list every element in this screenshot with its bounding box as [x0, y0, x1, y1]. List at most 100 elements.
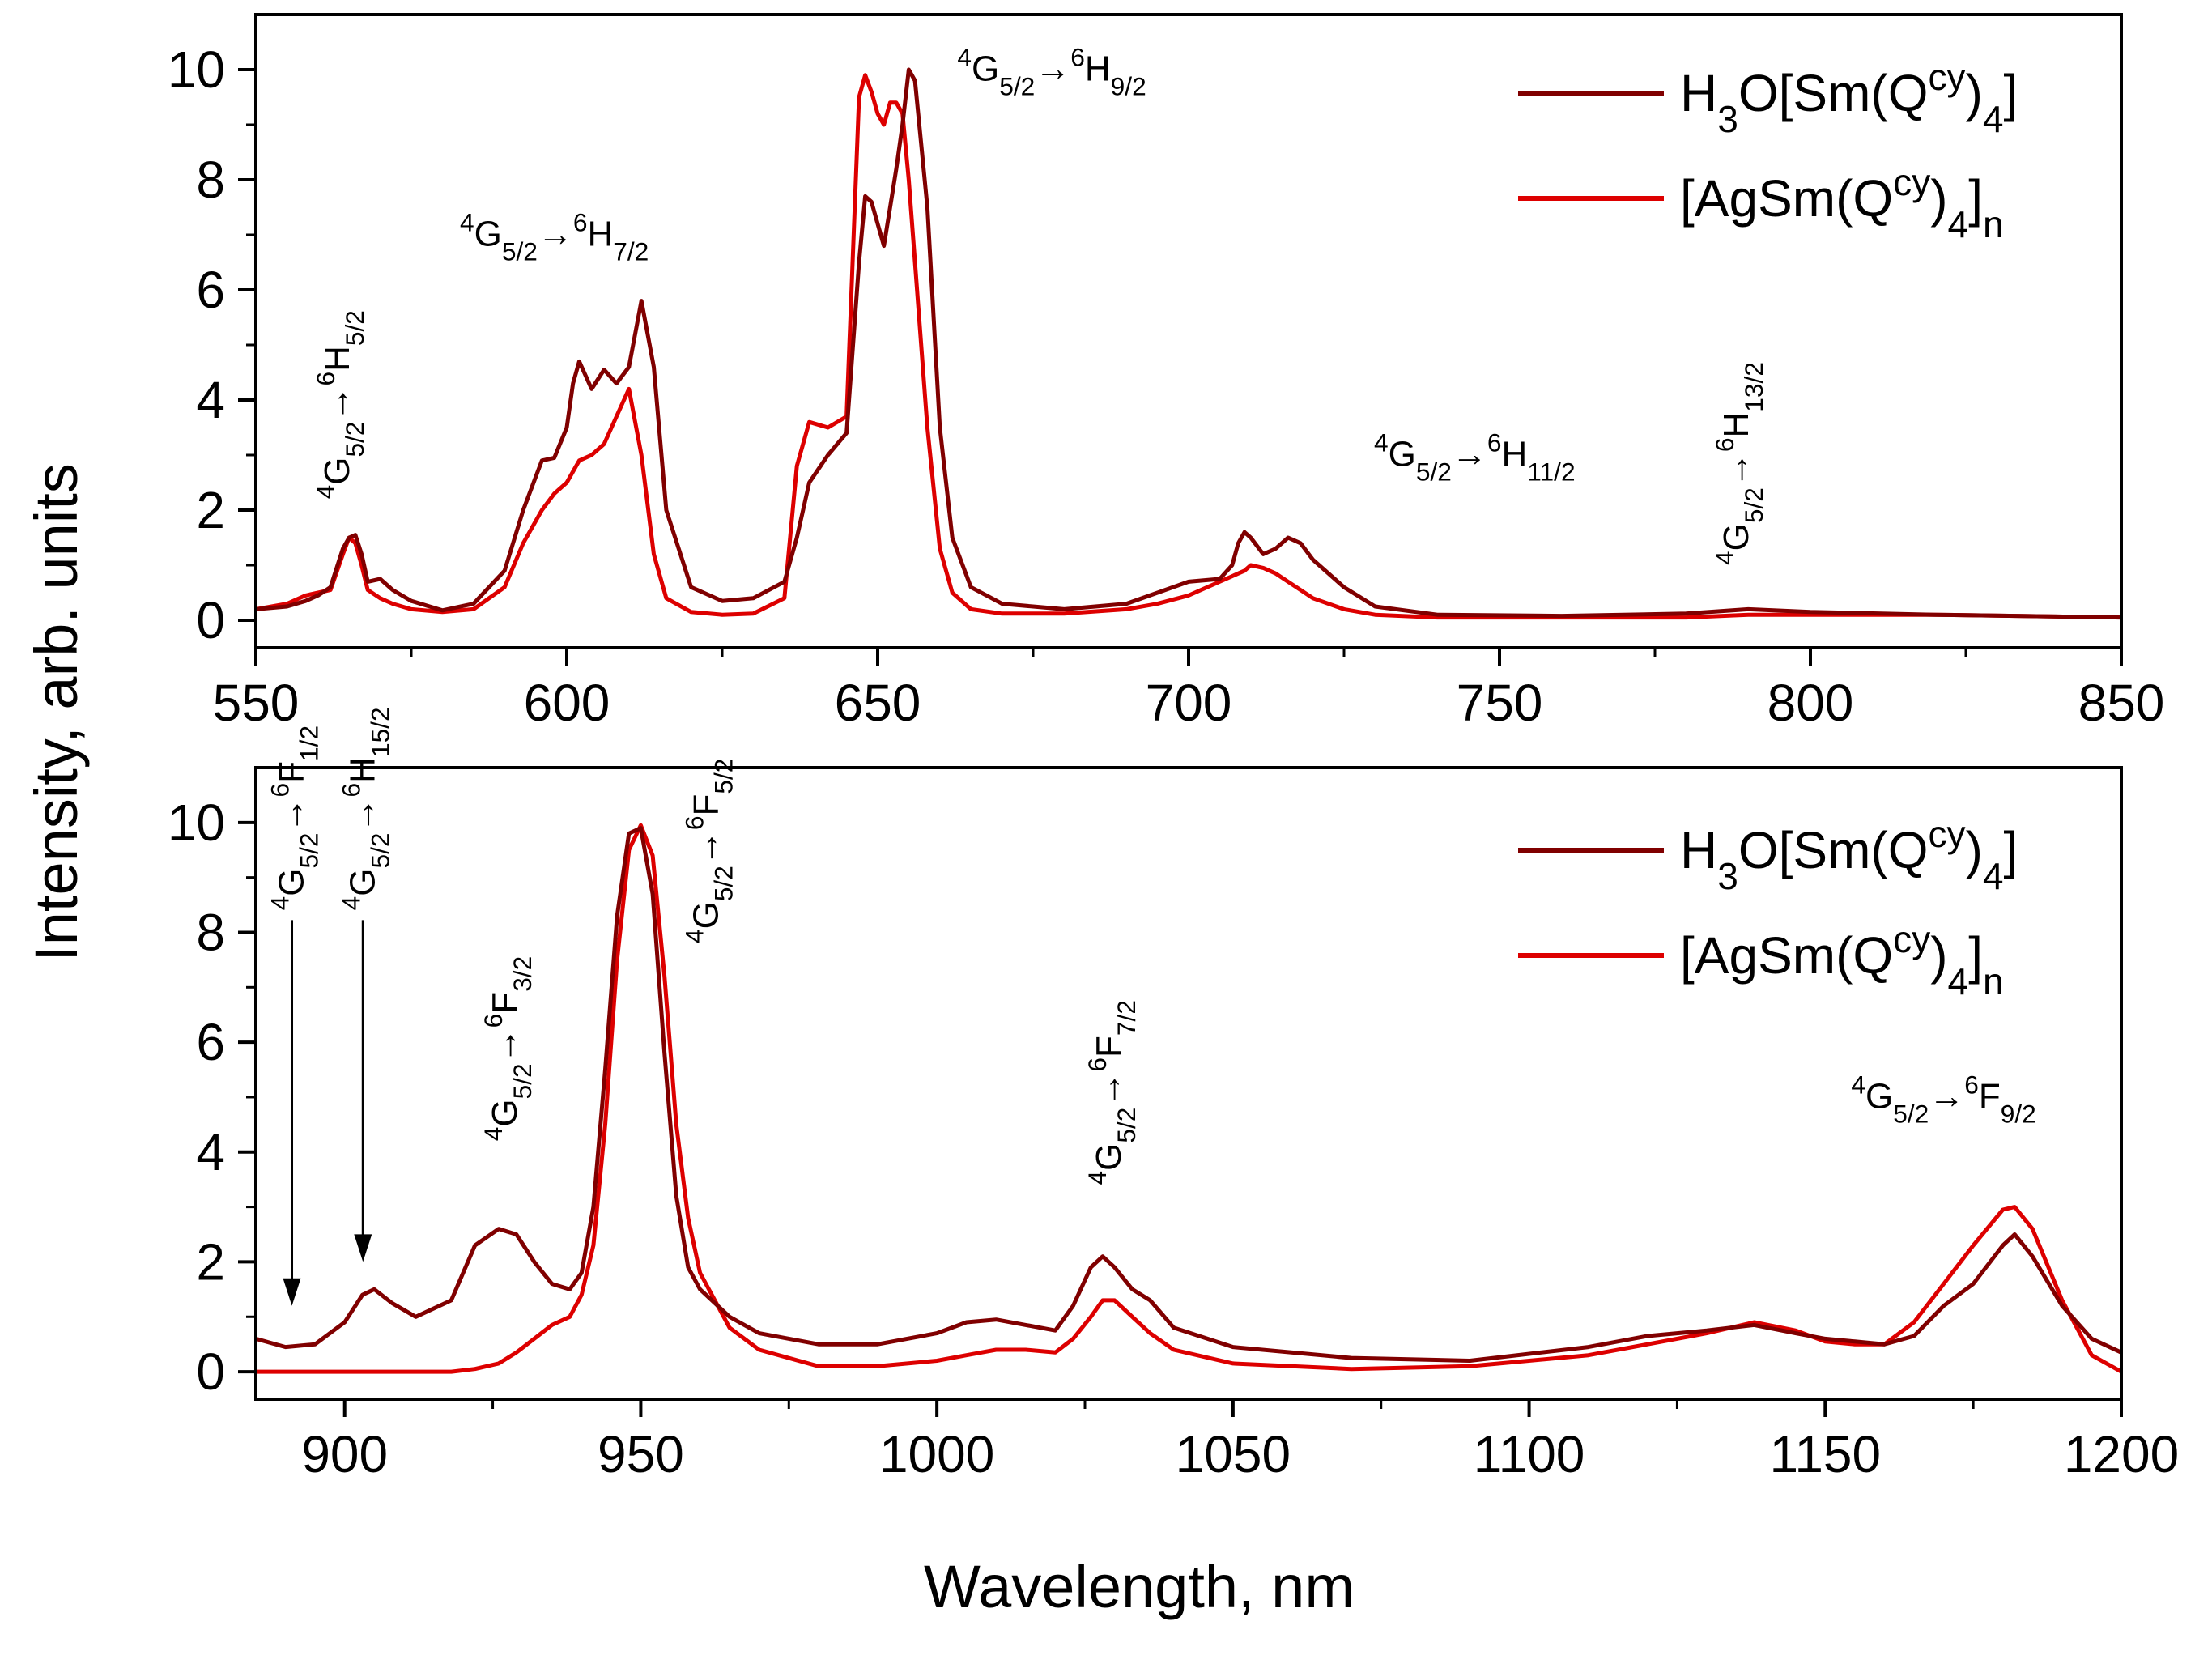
y-tick-label: 10	[168, 40, 225, 99]
y-tick-label: 4	[196, 1123, 225, 1181]
formula-superscript: cy	[1893, 918, 1930, 960]
transition-excited-j: 13/2	[1739, 362, 1768, 412]
x-tick-label: 550	[213, 674, 300, 732]
formula-part: ]	[2004, 64, 2018, 122]
transition-excited-j: 3/2	[508, 956, 537, 992]
transition-ground-term: G	[1865, 1077, 1893, 1117]
formula-superscript: cy	[1929, 813, 1966, 855]
y-tick-label: 8	[196, 151, 225, 209]
transition-multiplicity: 6	[336, 783, 365, 798]
formula-part: ]	[1968, 169, 1983, 228]
formula-subscript: 4	[1948, 203, 1969, 245]
x-tick-label: 800	[1767, 674, 1854, 732]
formula-part: H	[1680, 64, 1717, 122]
transition-arrow: →	[538, 215, 573, 254]
transition-ground-term: G	[687, 901, 726, 929]
transition-excited-term: H	[1716, 412, 1756, 438]
transition-multiplicity: 6	[266, 783, 295, 798]
x-tick-label: 850	[2078, 674, 2165, 732]
transition-multiplicity: 4	[680, 929, 709, 943]
formula-part: )	[1966, 821, 1983, 879]
transition-label: 4G5/2→6F9/2	[1851, 1070, 2035, 1129]
transition-multiplicity: 6	[1487, 428, 1502, 457]
series-line-agsm	[256, 823, 2121, 1374]
transition-multiplicity: 6	[573, 208, 588, 237]
transition-ground-term: G	[1389, 435, 1416, 474]
transition-multiplicity: 4	[1710, 551, 1739, 565]
series-line-h3o-sm	[256, 826, 2121, 1363]
transition-excited-term: F	[485, 992, 525, 1014]
transition-excited-j: 5/2	[340, 310, 369, 346]
formula-part: )	[1966, 64, 1983, 122]
transition-excited-j: 15/2	[365, 707, 394, 757]
transition-ground-j: 5/2	[508, 1063, 537, 1099]
formula-subscript: 3	[1717, 855, 1738, 897]
transition-multiplicity: 4	[336, 896, 365, 911]
y-tick-label: 10	[168, 794, 225, 852]
transition-multiplicity: 6	[1964, 1070, 1979, 1100]
y-tick-label: 2	[196, 1232, 225, 1291]
transition-multiplicity: 4	[1851, 1070, 1865, 1100]
legend-label-h3o-sm: H3O[Sm(Qcy)4]	[1680, 813, 2018, 897]
x-tick-label: 950	[598, 1425, 684, 1483]
transition-ground-term: G	[474, 215, 502, 254]
y-tick-label: 2	[196, 481, 225, 539]
transition-excited-term: F	[687, 794, 726, 816]
transition-multiplicity: 6	[680, 816, 709, 831]
transition-arrow: →	[272, 797, 312, 832]
transition-multiplicity: 6	[311, 372, 340, 386]
transition-excited-j: 1/2	[295, 725, 324, 761]
transition-multiplicity: 4	[1083, 1171, 1112, 1185]
formula-part: [AgSm(Q	[1680, 926, 1893, 985]
x-tick-label: 1050	[1176, 1425, 1291, 1483]
transition-ground-j: 5/2	[1893, 1100, 1929, 1129]
y-tick-label: 6	[196, 1013, 225, 1071]
transition-excited-j: 11/2	[1527, 457, 1575, 487]
formula-subscript: n	[1983, 960, 2004, 1002]
transition-excited-term: H	[317, 346, 357, 372]
series-line-h3o-sm	[256, 67, 2121, 620]
formula-part: )	[1930, 926, 1947, 985]
y-tick-label: 4	[196, 371, 225, 429]
x-tick-label: 1150	[1769, 1425, 1881, 1483]
transition-arrow: →	[1035, 49, 1070, 89]
transition-label: 4G5/2→6H9/2	[957, 43, 1146, 101]
formula-part: H	[1680, 821, 1717, 879]
transition-excited-term: H	[587, 215, 613, 254]
pointer-arrow-head	[283, 1278, 301, 1306]
legend: H3O[Sm(Qcy)4][AgSm(Qcy)4]n	[1518, 56, 2018, 245]
transition-arrow: →	[342, 797, 382, 832]
transition-multiplicity: 4	[1374, 428, 1389, 457]
transition-ground-term: G	[972, 49, 999, 89]
formula-part: ]	[1968, 926, 1983, 985]
transition-arrow: →	[485, 1028, 525, 1063]
transition-arrow: →	[1452, 435, 1487, 474]
transition-excited-term: H	[342, 757, 382, 783]
formula-superscript: cy	[1893, 161, 1930, 203]
transition-ground-j: 5/2	[999, 72, 1035, 101]
formula-part: )	[1930, 169, 1947, 228]
transition-ground-j: 5/2	[365, 832, 394, 868]
y-tick-label: 0	[196, 591, 225, 649]
transition-multiplicity: 6	[1710, 437, 1739, 452]
formula-subscript: n	[1983, 203, 2004, 245]
transition-arrow: →	[1089, 1072, 1129, 1108]
transition-ground-j: 5/2	[709, 866, 738, 901]
legend-label-h3o-sm: H3O[Sm(Qcy)4]	[1680, 56, 2018, 140]
transition-label: 4G5/2→6H11/2	[1374, 428, 1576, 487]
transition-excited-j: 7/2	[613, 237, 649, 266]
transition-ground-j: 5/2	[1112, 1108, 1141, 1143]
y-axis-title: Intensity, arb. units	[23, 463, 90, 962]
transition-multiplicity: 6	[1083, 1057, 1112, 1072]
formula-subscript: 3	[1717, 98, 1738, 140]
transition-label: 4G5/2→6F1/2	[266, 725, 324, 910]
formula-subscript: 4	[1948, 960, 1969, 1002]
y-tick-label: 0	[196, 1342, 225, 1401]
transition-ground-term: G	[272, 868, 312, 896]
transition-ground-j: 5/2	[502, 237, 538, 266]
transition-ground-j: 5/2	[1416, 457, 1452, 487]
transition-label: 4G5/2→6H13/2	[1710, 362, 1768, 565]
x-tick-label: 1200	[2064, 1425, 2179, 1483]
